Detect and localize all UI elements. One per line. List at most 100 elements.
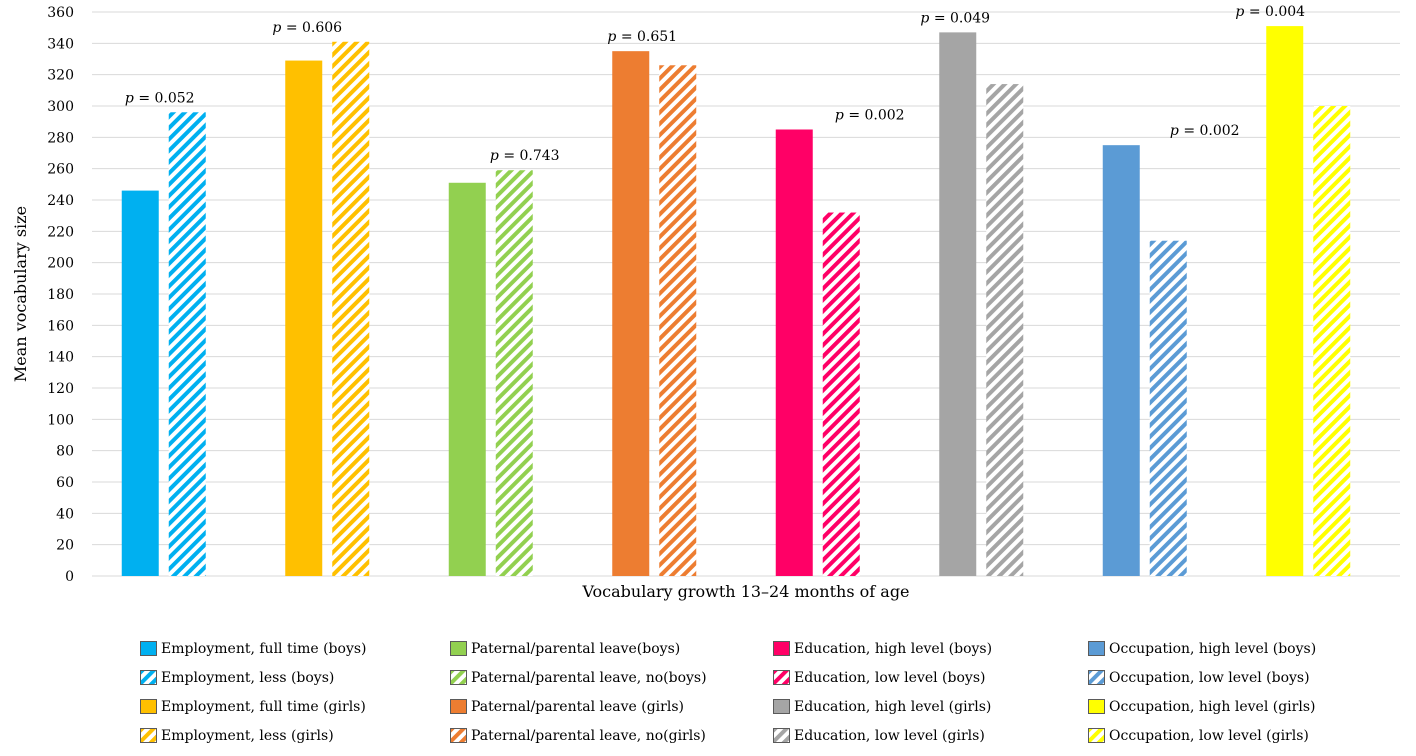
legend-label: Paternal/parental leave, no(boys) <box>471 669 707 686</box>
legend-swatch <box>450 641 467 656</box>
y-tick-label: 180 <box>47 287 74 303</box>
legend-swatch <box>450 699 467 714</box>
legend-item: Employment, less (boys) <box>140 663 367 692</box>
y-tick-label: 220 <box>47 224 74 240</box>
legend-label: Occupation, high level (girls) <box>1109 698 1316 715</box>
legend-label: Education, high level (girls) <box>794 698 992 715</box>
legend-swatch <box>450 670 467 685</box>
bar <box>1149 240 1187 576</box>
y-tick-label: 260 <box>47 162 74 178</box>
legend-swatch <box>1088 641 1105 656</box>
legend-label: Paternal/parental leave (girls) <box>471 698 684 715</box>
legend-item: Paternal/parental leave, no(boys) <box>450 663 707 692</box>
y-tick-label: 140 <box>47 350 74 366</box>
legend-label: Education, high level (boys) <box>794 640 993 657</box>
legend-item: Paternal/parental leave, no(girls) <box>450 721 707 750</box>
legend-column: Paternal/parental leave(boys) Paternal/pa… <box>450 634 707 750</box>
bar <box>612 51 650 576</box>
legend-item: Occupation, high level (boys) <box>1088 634 1316 663</box>
legend-item: Paternal/parental leave (girls) <box>450 692 707 721</box>
y-tick-label: 80 <box>56 444 74 460</box>
bar <box>332 41 370 577</box>
legend-swatch <box>140 641 157 656</box>
legend-item: Occupation, low level (boys) <box>1088 663 1316 692</box>
y-tick-label: 340 <box>47 36 74 52</box>
bar <box>775 129 813 576</box>
legend-label: Paternal/parental leave, no(girls) <box>471 727 706 744</box>
legend-item: Occupation, high level (girls) <box>1088 692 1316 721</box>
legend-swatch <box>773 641 790 656</box>
legend-swatch <box>773 728 790 743</box>
legend-item: Education, high level (girls) <box>773 692 992 721</box>
bar <box>659 65 697 577</box>
p-value-label: p = 0.002 <box>835 108 905 124</box>
legend: Employment, full time (boys) Employment, … <box>140 634 1400 754</box>
legend-item: Paternal/parental leave(boys) <box>450 634 707 663</box>
p-value-label: p = 0.052 <box>125 90 195 106</box>
p-value-label: p = 0.049 <box>920 10 990 26</box>
legend-label: Occupation, low level (boys) <box>1109 669 1310 686</box>
legend-label: Occupation, low level (girls) <box>1109 727 1309 744</box>
legend-item: Education, low level (girls) <box>773 721 992 750</box>
y-tick-label: 60 <box>56 475 74 491</box>
p-value-labels: p = 0.052 p = 0.606 p = 0.743 p = 0.651 p = … <box>125 4 1305 164</box>
bar <box>495 170 533 576</box>
legend-label: Occupation, high level (boys) <box>1109 640 1317 657</box>
bars <box>121 26 1351 577</box>
bar <box>986 84 1024 577</box>
bar <box>939 32 977 577</box>
y-tick-label: 20 <box>56 538 74 554</box>
x-axis-title: Vocabulary growth 13–24 months of age <box>581 582 909 601</box>
bar <box>822 212 860 577</box>
y-tick-label: 100 <box>47 412 74 428</box>
bar <box>1266 26 1304 577</box>
legend-swatch <box>773 699 790 714</box>
y-tick-label: 200 <box>47 256 74 272</box>
legend-item: Occupation, low level (girls) <box>1088 721 1316 750</box>
legend-item: Education, low level (boys) <box>773 663 992 692</box>
legend-swatch <box>450 728 467 743</box>
legend-label: Employment, less (girls) <box>161 727 334 744</box>
legend-label: Employment, full time (girls) <box>161 698 366 715</box>
bar <box>1313 106 1351 576</box>
y-tick-label: 160 <box>47 318 74 334</box>
legend-label: Paternal/parental leave(boys) <box>471 640 681 657</box>
legend-swatch <box>140 728 157 743</box>
legend-item: Employment, full time (boys) <box>140 634 367 663</box>
bar <box>448 182 486 576</box>
p-value-label: p = 0.606 <box>272 20 342 36</box>
y-tick-label: 0 <box>65 569 74 585</box>
bar <box>285 60 323 577</box>
bar <box>1102 145 1140 576</box>
legend-item: Employment, less (girls) <box>140 721 367 750</box>
y-tick-label: 300 <box>47 99 74 115</box>
y-tick-label: 240 <box>47 193 74 209</box>
legend-swatch <box>773 670 790 685</box>
legend-column: Employment, full time (boys) Employment, … <box>140 634 367 750</box>
y-tick-label: 320 <box>47 68 74 84</box>
bar <box>168 112 206 577</box>
y-tick-label: 360 <box>47 5 74 21</box>
p-value-label: p = 0.002 <box>1170 123 1240 139</box>
legend-label: Employment, less (boys) <box>161 669 335 686</box>
legend-label: Education, low level (boys) <box>794 669 986 686</box>
legend-swatch <box>1088 728 1105 743</box>
p-value-label: p = 0.743 <box>490 148 560 164</box>
legend-swatch <box>140 670 157 685</box>
legend-column: Education, high level (boys) Education, l… <box>773 634 992 750</box>
legend-swatch <box>1088 670 1105 685</box>
y-tick-label: 280 <box>47 130 74 146</box>
bar <box>121 190 159 576</box>
y-tick-label: 120 <box>47 381 74 397</box>
legend-item: Employment, full time (girls) <box>140 692 367 721</box>
y-axis-ticks: 0 20 40 60 80 100 120 140 160 180 200 220 240 260 280 3… <box>47 5 74 585</box>
y-tick-label: 40 <box>56 506 74 522</box>
legend-item: Education, high level (boys) <box>773 634 992 663</box>
legend-swatch <box>1088 699 1105 714</box>
legend-swatch <box>140 699 157 714</box>
p-value-label: p = 0.004 <box>1235 4 1305 20</box>
legend-label: Employment, full time (boys) <box>161 640 367 657</box>
p-value-label: p = 0.651 <box>607 29 677 45</box>
y-axis-title: Mean vocabulary size <box>11 206 30 382</box>
